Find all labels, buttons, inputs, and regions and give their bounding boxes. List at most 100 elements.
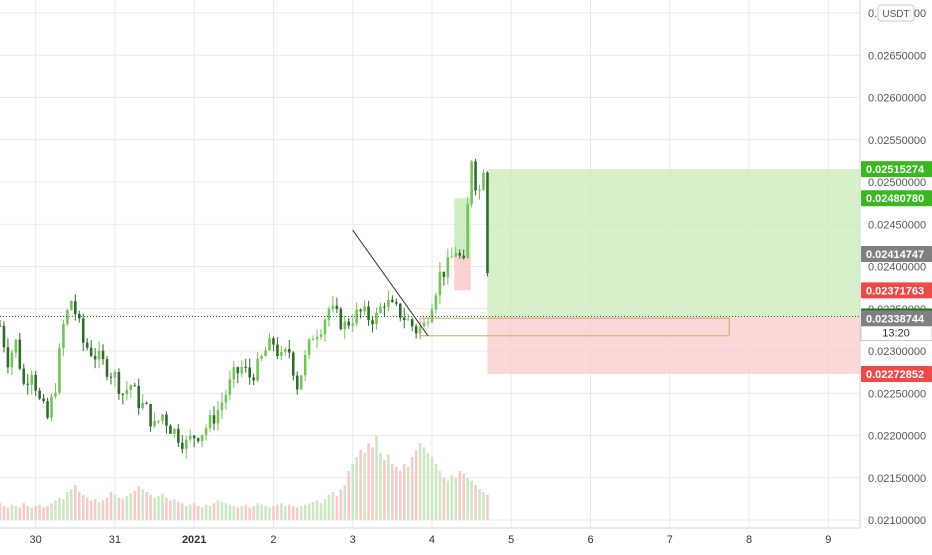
volume-bar	[188, 504, 192, 520]
candle-body	[89, 347, 93, 356]
volume-bar	[232, 506, 236, 520]
candle-body	[137, 385, 140, 409]
candle-body	[125, 389, 129, 395]
volume-bar	[430, 457, 434, 520]
candle-body	[284, 349, 287, 352]
volume-bar	[303, 504, 307, 520]
candle-body	[398, 303, 402, 318]
candle-body	[220, 402, 224, 411]
volume-bar	[165, 497, 168, 520]
volume-bar	[228, 504, 232, 520]
price-badge	[861, 161, 932, 178]
volume-bar	[478, 489, 481, 520]
volume-bar	[0, 503, 2, 520]
volume-bar	[74, 485, 77, 520]
candle-body	[343, 321, 347, 330]
candle-body	[113, 371, 117, 378]
time-tick-label: 31	[109, 534, 121, 546]
candle-body	[347, 321, 351, 326]
volume-bar	[351, 464, 355, 520]
volume-bar	[462, 473, 465, 520]
price-tick-label: 0.02300000	[868, 346, 926, 358]
volume-bar	[458, 471, 462, 520]
candle-body	[10, 352, 14, 368]
candle-body	[434, 295, 438, 310]
volume-bar	[121, 499, 125, 520]
volume-bar	[268, 507, 271, 520]
candle-body	[212, 415, 216, 424]
candle-body	[478, 189, 481, 191]
volume-bar	[129, 493, 133, 520]
candle-body	[50, 396, 53, 418]
candle-body	[295, 375, 299, 390]
candle-body	[430, 309, 434, 323]
volume-bar	[272, 506, 275, 520]
volume-bar	[359, 450, 362, 520]
currency-badge[interactable]: USDT	[877, 4, 915, 22]
volume-bar	[343, 485, 347, 520]
price-badge-label: 0.02515274	[866, 164, 925, 176]
candle-body	[101, 350, 105, 360]
candle-body	[216, 410, 220, 424]
volume-bar	[42, 507, 45, 520]
volume-bar	[220, 501, 224, 520]
time-tick-label: 5	[508, 534, 514, 546]
candle-body	[97, 350, 101, 360]
candle-body	[406, 319, 410, 321]
range-box	[419, 317, 730, 337]
volume-bar	[66, 492, 69, 520]
grid	[0, 0, 860, 528]
volume-bar	[414, 450, 418, 520]
candle-body	[280, 351, 283, 356]
candle-body	[486, 172, 489, 274]
candle-body	[141, 402, 144, 409]
volume-bar	[240, 506, 244, 520]
volume-bar	[113, 494, 117, 520]
candle-body	[474, 161, 477, 191]
time-axis[interactable]: 30 31 2021 2 3 4 5 6 7 8 9	[30, 534, 832, 546]
candle-body	[224, 394, 228, 403]
candle-body	[42, 398, 45, 402]
candle-body	[327, 308, 331, 321]
volume-bar	[109, 492, 113, 520]
candle-body	[173, 428, 176, 434]
volume-bar	[307, 503, 311, 520]
volume-bar	[474, 485, 477, 520]
candle-body	[177, 428, 180, 443]
candle-body	[2, 325, 6, 348]
volume-bar	[50, 503, 53, 520]
volume-bar	[153, 497, 156, 520]
volume-bar	[236, 507, 240, 520]
volume-bar	[89, 500, 93, 520]
candle-body	[414, 326, 418, 334]
volume-bar	[157, 496, 160, 520]
candle-body	[359, 309, 362, 312]
candle-body	[46, 401, 49, 418]
volume-bar	[450, 475, 454, 520]
candle-body	[161, 414, 164, 421]
price-tick-label: 0.02200000	[868, 431, 926, 443]
price-badge-label: 0.02338744	[866, 313, 925, 325]
time-tick-label: 2	[270, 534, 276, 546]
candle-body	[133, 385, 137, 387]
take-profit-zone	[487, 169, 860, 317]
candle-body	[192, 435, 196, 439]
volume-bar	[46, 506, 49, 520]
volume-bar	[173, 499, 176, 520]
price-badge	[861, 310, 932, 327]
candle-body	[248, 367, 251, 378]
candle-body	[74, 301, 77, 315]
countdown-label: 13:20	[882, 328, 910, 340]
candle-body	[422, 322, 426, 327]
volume-bar	[442, 478, 446, 520]
volume-bar	[200, 507, 204, 520]
candle-body	[93, 355, 97, 360]
candle-body	[291, 352, 295, 376]
candle-body	[303, 354, 307, 376]
volume-bar	[141, 489, 144, 520]
price-axis[interactable]: 0.027000000.026500000.026000000.02550000…	[868, 8, 926, 527]
candle-body	[188, 435, 192, 440]
volume-bar	[18, 507, 22, 520]
